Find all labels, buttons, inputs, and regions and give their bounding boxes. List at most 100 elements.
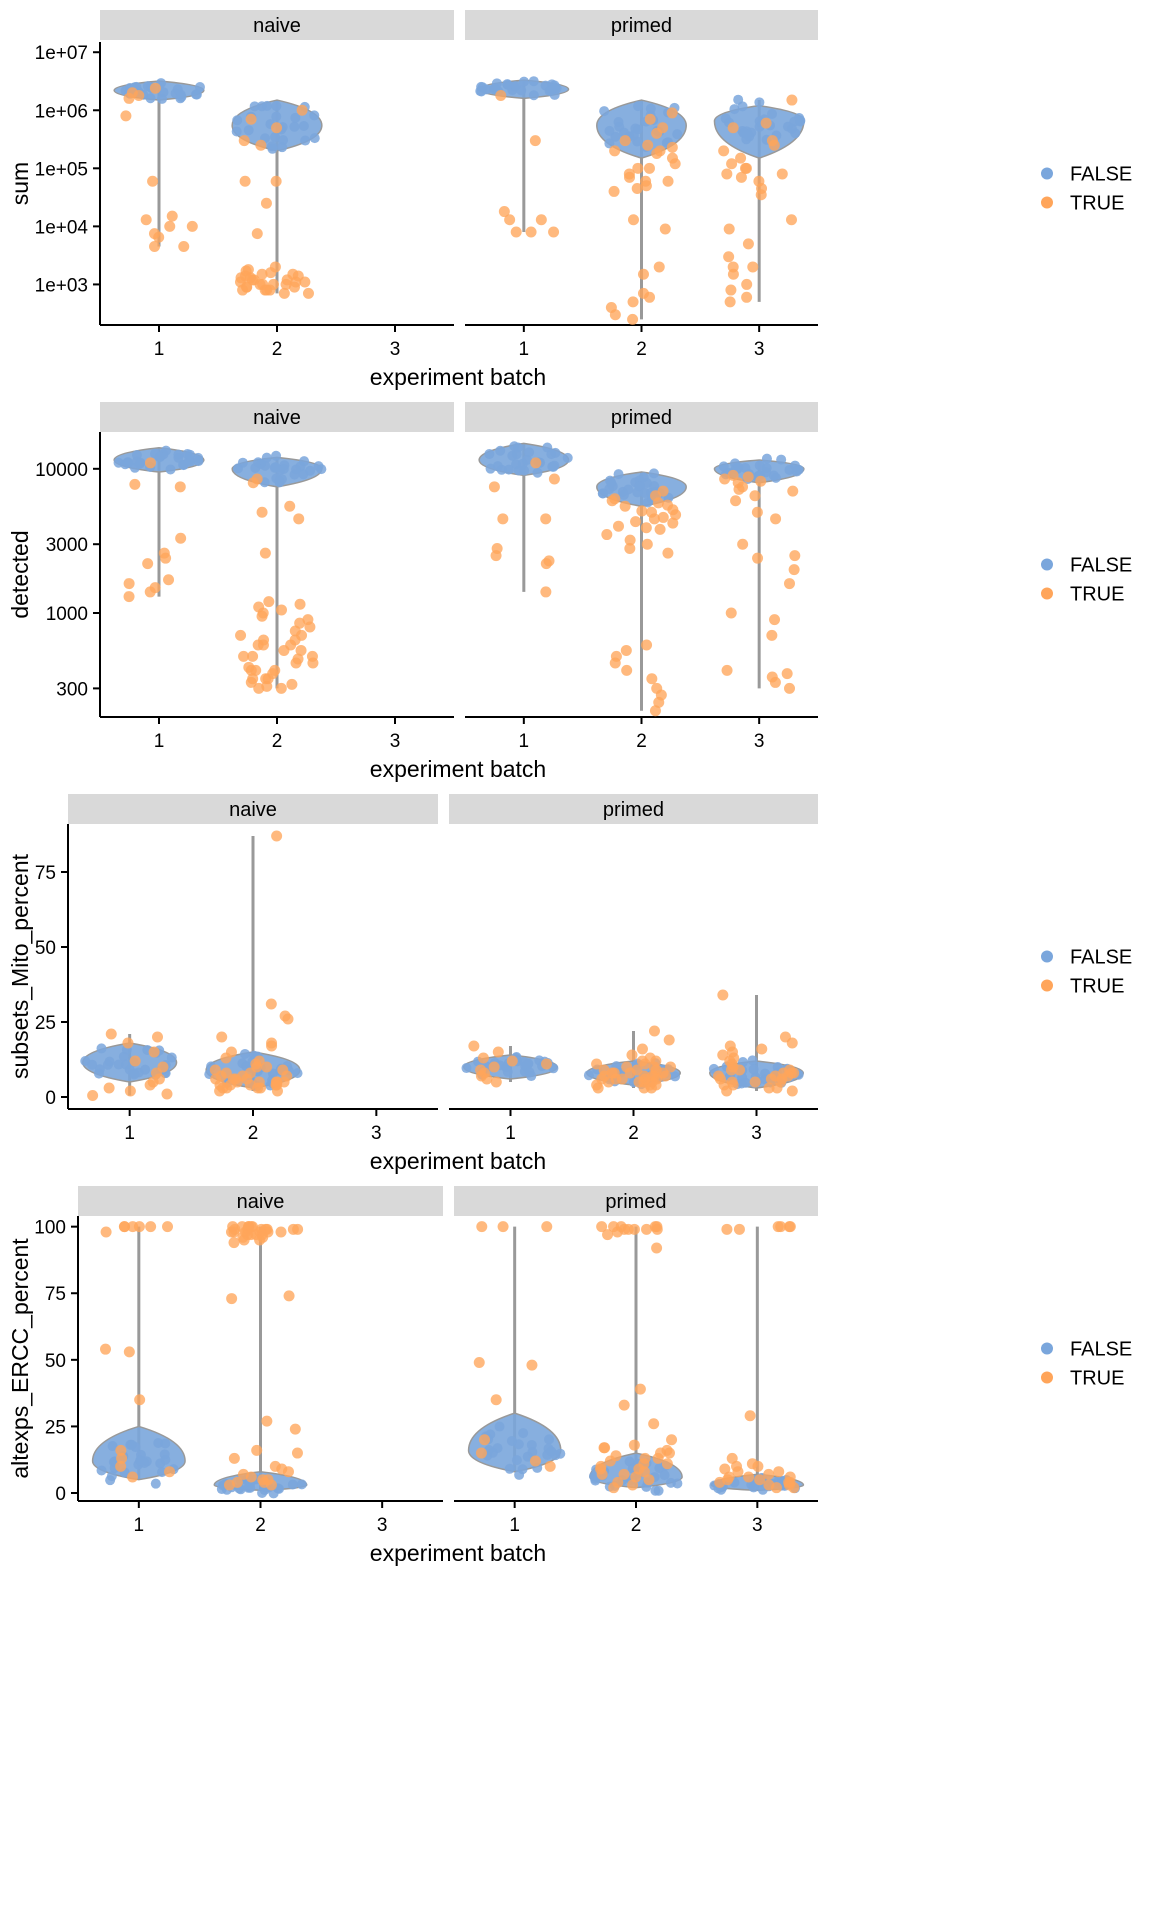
legend-false-label: FALSE [1070,164,1132,186]
y-axis-title: subsets_Mito_percent [7,853,33,1079]
true-point [103,1082,115,1094]
y-tick-label: 300 [56,679,88,700]
true-point [252,1082,264,1094]
true-point [653,261,665,273]
true-point [632,162,644,174]
true-point [609,657,621,669]
true-point [591,1058,603,1070]
false-point [126,1439,137,1450]
true-point [651,1242,663,1254]
legend: FALSE TRUE [1041,1339,1132,1390]
false-point [648,468,659,479]
false-point [184,449,195,460]
true-point [610,1073,622,1085]
true-point [648,1418,660,1430]
true-point [721,168,733,180]
false-point [546,85,557,96]
facet-strip [100,10,454,40]
true-point [145,1221,157,1233]
legend-true-key [1041,196,1053,209]
true-point [654,523,666,535]
true-point [659,1070,671,1082]
false-point [737,126,748,137]
true-point [294,598,306,610]
true-point [278,287,290,299]
true-point [608,1482,620,1494]
true-point [216,1031,228,1043]
true-point [766,629,778,641]
true-point [475,1447,487,1459]
true-point [636,1055,648,1067]
batch-group [231,450,327,694]
chart-panel-2: naive primed 1 2 3 1 2 3 300 1000 3000 10000 experim… [7,402,1132,782]
true-point [473,1356,485,1368]
true-point [251,1444,263,1456]
true-point [747,261,759,273]
true-point [713,1070,725,1082]
true-point [666,107,678,119]
false-point [239,1048,250,1059]
true-point [624,1067,636,1079]
true-point [243,1221,255,1233]
true-point [245,1471,257,1483]
true-point [237,284,249,296]
legend-true-label: TRUE [1070,1368,1124,1390]
true-point [648,513,660,525]
legend-true-key [1041,1371,1053,1384]
true-point [123,1346,135,1358]
false-point [296,1479,307,1490]
legend-true-label: TRUE [1070,976,1124,998]
false-point [659,1470,670,1481]
true-point [540,513,552,525]
false-point [484,449,495,460]
true-point [548,473,560,485]
true-point [307,657,319,669]
true-point [633,1076,645,1088]
true-point [230,1073,242,1085]
true-point [228,1452,240,1464]
true-point [134,1394,146,1406]
true-point [663,1447,675,1459]
false-point [231,126,242,137]
false-point [131,450,142,461]
x-axis-title: experiment batch [370,1148,546,1174]
batch-group [709,1221,805,1495]
false-point [159,1449,170,1460]
true-point [719,473,731,485]
true-point [123,578,135,590]
x-tick-label: 3 [751,1123,762,1144]
false-point [548,461,559,472]
false-point [135,1455,146,1466]
true-point [209,1064,221,1076]
true-point [186,220,198,232]
true-point [239,270,251,282]
true-point [741,291,753,303]
false-point [172,84,183,95]
true-point [259,547,271,559]
false-point [767,108,778,119]
legend-true-label: TRUE [1070,193,1124,215]
false-point [507,450,518,461]
false-point [485,463,496,474]
false-point [502,1066,513,1077]
true-point [770,513,782,525]
true-point [754,1474,766,1486]
true-point [742,238,754,250]
true-point [640,180,652,192]
false-point [740,1077,751,1088]
y-tick-label: 1e+06 [35,101,88,122]
false-point [623,484,634,495]
false-point [120,459,131,470]
x-tick-label: 2 [636,339,647,360]
false-point [193,452,204,463]
true-point [769,676,781,688]
true-point [786,94,798,106]
true-point [214,1085,226,1097]
facet-strip [454,1186,818,1216]
false-point [176,91,187,102]
true-point [255,139,267,151]
true-point [760,117,772,129]
y-tick-label: 50 [35,938,56,959]
true-point [468,1040,480,1052]
true-point [651,127,663,139]
